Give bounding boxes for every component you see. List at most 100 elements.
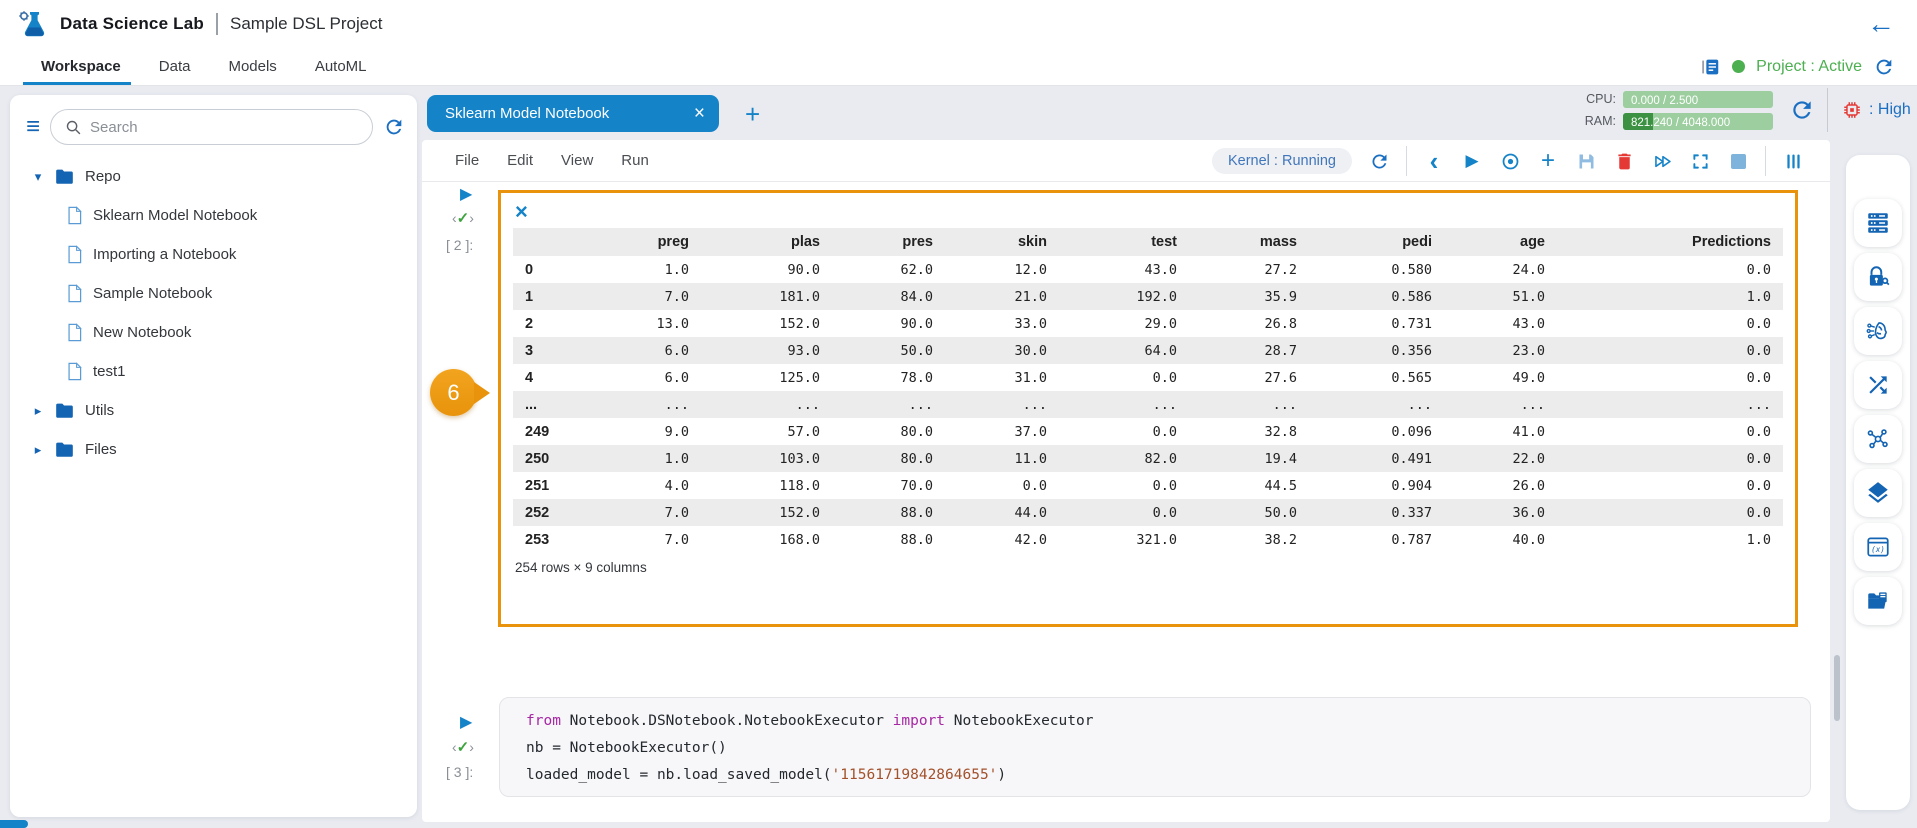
code-line: nb = NotebookExecutor() <box>526 740 727 756</box>
cell-success-icon: ‹✓› <box>452 210 474 227</box>
cell-value: 30.0 <box>945 337 1059 364</box>
tree-file-sample-notebook[interactable]: Sample Notebook <box>10 274 417 313</box>
explorer-refresh-icon[interactable] <box>383 116 405 138</box>
run-cell-gutter-button[interactable]: ▶ <box>460 714 473 731</box>
nav-item-automl[interactable]: AutoML <box>314 58 367 75</box>
tree-folder-utils[interactable]: ▸ Utils <box>10 391 417 430</box>
new-tab-button[interactable]: + <box>745 98 761 129</box>
collapse-toolbar-icon[interactable]: ‹ <box>1429 146 1439 176</box>
save-notebook-icon[interactable] <box>1575 148 1597 174</box>
rail-function-window-icon[interactable]: (x) <box>1854 523 1902 571</box>
columns-layout-icon[interactable] <box>1782 148 1804 174</box>
tab-close-icon[interactable]: × <box>693 103 705 124</box>
rail-folder-archive-icon[interactable] <box>1854 577 1902 625</box>
nav-item-data[interactable]: Data <box>158 58 191 75</box>
rail-shuffle-icon[interactable] <box>1854 361 1902 409</box>
menu-edit[interactable]: Edit <box>507 152 534 169</box>
cell-value: 26.0 <box>1512 477 1545 494</box>
cell-value: 26.8 <box>1264 315 1297 332</box>
menu-file[interactable]: File <box>455 152 480 169</box>
clear-output-icon[interactable]: × <box>515 199 528 224</box>
back-arrow-icon[interactable]: ← <box>1867 8 1895 39</box>
tree-file-new-notebook[interactable]: New Notebook <box>10 313 417 352</box>
tree-folder-repo[interactable]: ▾ Repo <box>10 157 417 196</box>
cell-value: 82.0 <box>1059 445 1189 472</box>
tree-file-sklearn-model-notebook[interactable]: Sklearn Model Notebook <box>10 196 417 235</box>
cell-value: 22.0 <box>1444 445 1557 472</box>
nav-item-models[interactable]: Models <box>228 58 277 75</box>
kernel-status-pill[interactable]: Kernel : Running <box>1211 148 1352 174</box>
tab-label: Sklearn Model Notebook <box>445 105 610 122</box>
menu-hamburger-icon[interactable]: ≡ <box>26 113 41 140</box>
execution-count: [ 3 ]: <box>446 764 474 780</box>
folder-label: Repo <box>85 168 121 185</box>
cell-value: 321.0 <box>1136 531 1177 548</box>
resource-refresh-icon[interactable] <box>1789 97 1815 123</box>
column-header-plas: plas <box>701 228 832 256</box>
resource-cluster: CPU: 0.000 / 2.500 RAM: 821.240 / 4048.0… <box>1578 88 1911 132</box>
main-nav: Workspace Data Models AutoML Project : Acti… <box>0 48 1917 86</box>
run-all-icon[interactable] <box>1651 148 1673 174</box>
tab-sklearn-model-notebook[interactable]: Sklearn Model Notebook × <box>427 95 719 132</box>
record-target-icon[interactable] <box>1499 148 1521 174</box>
table-row: 3 6.0 93.0 50.0 30.0 64.0 28.7 0.356 23.0 0.0 <box>513 337 1783 364</box>
nav-right-cluster: Project : Active <box>1699 48 1917 85</box>
column-header-pedi: pedi <box>1309 228 1444 256</box>
caret-right-icon[interactable]: ▸ <box>34 402 42 418</box>
cell-value: ... <box>701 391 832 418</box>
cell-value: 0.586 <box>1309 283 1444 310</box>
search-input[interactable] <box>90 118 358 136</box>
caret-right-icon[interactable]: ▸ <box>34 441 42 457</box>
app-logo-flask-icon <box>19 11 45 37</box>
add-cell-icon[interactable]: + <box>1540 147 1555 174</box>
activity-log-icon[interactable] <box>1699 56 1721 78</box>
cell-value: 90.0 <box>900 315 933 332</box>
code-editor-cell[interactable]: from Notebook.DSNotebook.NotebookExecuto… <box>499 697 1811 797</box>
rail-lock-key-icon[interactable] <box>1854 253 1902 301</box>
interrupt-kernel-icon[interactable] <box>1727 148 1749 174</box>
table-row: 251 4.0 118.0 70.0 0.0 0.0 44.5 0.904 26.0 0.0 <box>513 472 1783 499</box>
cell-value: ... <box>1059 391 1189 418</box>
cell-value: 27.6 <box>1264 369 1297 386</box>
project-refresh-icon[interactable] <box>1873 56 1895 78</box>
horizontal-scrollbar-stub[interactable] <box>0 820 28 828</box>
rail-brain-icon[interactable] <box>1854 307 1902 355</box>
notebook-scrollbar-thumb[interactable] <box>1834 655 1840 721</box>
caret-down-icon[interactable]: ▾ <box>34 168 42 184</box>
menu-run[interactable]: Run <box>621 152 649 169</box>
cell-value: 0.0 <box>1557 445 1783 472</box>
cell-value: 0.0 <box>1557 499 1783 526</box>
table-row: 2 13.0 152.0 90.0 33.0 29.0 26.8 0.731 43.0 0.0 <box>513 310 1783 337</box>
cell-value: 0.904 <box>1391 477 1432 494</box>
row-index: 3 <box>513 337 581 364</box>
menu-view[interactable]: View <box>561 152 594 169</box>
tree-file-test1[interactable]: test1 <box>10 352 417 391</box>
cell-value: 0.0 <box>1022 477 1047 494</box>
folder-label: Files <box>85 441 117 458</box>
cell-value: 88.0 <box>900 531 933 548</box>
cell-value: 0.0 <box>1746 477 1771 494</box>
cell-value: 1.0 <box>664 261 689 278</box>
rail-network-icon[interactable] <box>1854 415 1902 463</box>
rail-layers-icon[interactable] <box>1854 469 1902 517</box>
cell-value: 118.0 <box>779 477 820 494</box>
app-name: Data Science Lab <box>60 14 204 33</box>
column-header-predictions: Predictions <box>1557 228 1783 256</box>
cell-value: 0.356 <box>1309 337 1444 364</box>
cell-value: 192.0 <box>1059 283 1189 310</box>
tree-file-importing-a-notebook[interactable]: Importing a Notebook <box>10 235 417 274</box>
fullscreen-icon[interactable] <box>1689 148 1711 174</box>
delete-cell-icon[interactable] <box>1613 148 1635 174</box>
row-index: 252 <box>513 499 581 526</box>
divider <box>1406 146 1407 176</box>
cell-value: 35.9 <box>1189 283 1309 310</box>
cell-value: ... <box>1444 391 1557 418</box>
kernel-refresh-icon[interactable] <box>1368 148 1390 174</box>
nav-item-workspace[interactable]: Workspace <box>23 48 131 85</box>
cell-value: 181.0 <box>701 283 832 310</box>
tree-folder-files[interactable]: ▸ Files <box>10 430 417 469</box>
run-cell-icon[interactable]: ▶ <box>1465 151 1479 170</box>
cell-value: 70.0 <box>900 477 933 494</box>
run-cell-gutter-button[interactable]: ▶ <box>460 186 473 203</box>
rail-server-icon[interactable] <box>1854 199 1902 247</box>
